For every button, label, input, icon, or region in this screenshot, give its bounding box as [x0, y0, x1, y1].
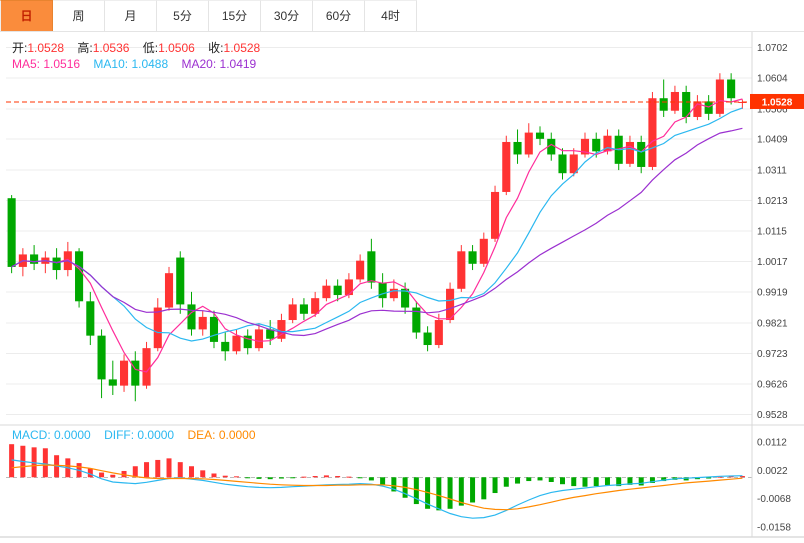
- svg-text:1.0115: 1.0115: [757, 227, 787, 238]
- tab-month[interactable]: 月: [105, 0, 157, 31]
- candlestick-macd-chart[interactable]: 1.0702 1.0604 1.0506 1.0409 1.0311 1.0213 1.01…: [0, 32, 804, 543]
- tab-4hour[interactable]: 4时: [365, 0, 417, 31]
- svg-text:0.9626: 0.9626: [757, 379, 788, 390]
- svg-text:0.9528: 0.9528: [757, 410, 788, 421]
- svg-text:0.9723: 0.9723: [757, 349, 788, 360]
- svg-text:0.0022: 0.0022: [757, 466, 788, 477]
- tab-60min[interactable]: 60分: [313, 0, 365, 31]
- tab-5min[interactable]: 5分: [157, 0, 209, 31]
- svg-text:-0.0158: -0.0158: [757, 523, 791, 534]
- svg-text:0.0112: 0.0112: [757, 437, 787, 448]
- tab-day[interactable]: 日: [0, 0, 53, 31]
- chart-area: 1.0702 1.0604 1.0506 1.0409 1.0311 1.0213 1.01…: [0, 32, 804, 543]
- svg-text:1.0702: 1.0702: [757, 43, 788, 54]
- timeframe-tabbar: 日 周 月 5分 15分 30分 60分 4时: [0, 0, 804, 32]
- svg-text:1.0506: 1.0506: [757, 104, 788, 115]
- svg-text:1.0017: 1.0017: [757, 257, 788, 268]
- svg-text:0.9919: 0.9919: [757, 288, 788, 299]
- svg-text:1.0604: 1.0604: [757, 74, 788, 85]
- svg-text:1.0311: 1.0311: [757, 165, 787, 176]
- tab-15min[interactable]: 15分: [209, 0, 261, 31]
- svg-text:-0.0068: -0.0068: [757, 494, 791, 505]
- svg-text:1.0213: 1.0213: [757, 196, 788, 207]
- svg-text:0.9821: 0.9821: [757, 318, 788, 329]
- tab-30min[interactable]: 30分: [261, 0, 313, 31]
- svg-text:1.0528: 1.0528: [762, 97, 793, 108]
- svg-text:1.0409: 1.0409: [757, 135, 788, 146]
- tab-week[interactable]: 周: [53, 0, 105, 31]
